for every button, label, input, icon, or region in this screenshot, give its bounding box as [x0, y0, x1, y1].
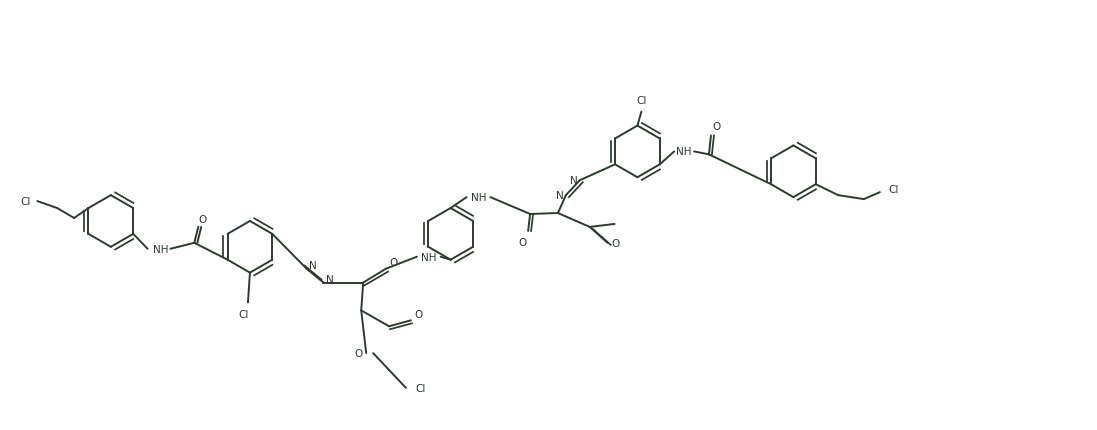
Text: NH: NH	[677, 147, 692, 157]
Text: NH: NH	[421, 252, 437, 262]
Text: Cl: Cl	[416, 383, 426, 393]
Text: O: O	[713, 121, 721, 131]
Text: O: O	[518, 237, 527, 247]
Text: N: N	[326, 274, 333, 284]
Text: O: O	[199, 215, 206, 224]
Text: NH: NH	[152, 244, 168, 254]
Text: N: N	[308, 260, 316, 270]
Text: O: O	[415, 310, 423, 319]
Text: NH: NH	[471, 193, 486, 203]
Text: N: N	[556, 190, 564, 201]
Text: Cl: Cl	[20, 197, 31, 206]
Text: O: O	[354, 348, 362, 358]
Text: Cl: Cl	[889, 185, 898, 195]
Text: Cl: Cl	[239, 310, 249, 319]
Text: O: O	[388, 257, 397, 267]
Text: N: N	[570, 176, 578, 186]
Text: O: O	[611, 238, 620, 248]
Text: Cl: Cl	[636, 95, 646, 105]
